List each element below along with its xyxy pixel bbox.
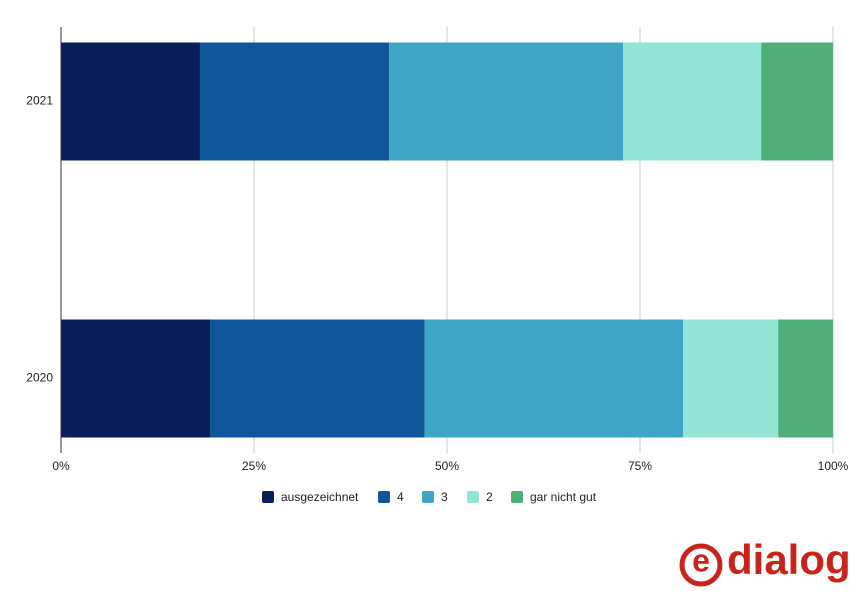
bar-segment: [761, 42, 833, 161]
legend-swatch: [511, 491, 523, 503]
x-tick-label: 75%: [628, 459, 652, 473]
bar-segment: [778, 319, 833, 438]
bar-segment: [209, 319, 425, 438]
x-tick-label: 25%: [242, 459, 266, 473]
bar-segment: [61, 42, 200, 161]
legend-swatch: [378, 491, 390, 503]
bar-segment: [199, 42, 390, 161]
y-tick-label: 2020: [26, 371, 53, 385]
logo-ring: [679, 543, 723, 587]
bar-segment: [683, 319, 779, 438]
x-tick-label: 100%: [818, 459, 849, 473]
logo-mark: e: [692, 542, 710, 578]
legend-swatch: [262, 491, 274, 503]
legend-swatch: [422, 491, 434, 503]
legend-label: ausgezeichnet: [281, 490, 359, 504]
x-tick-label: 0%: [52, 459, 70, 473]
bar-segment: [389, 42, 624, 161]
legend-label: 2: [486, 490, 493, 504]
legend-label: gar nicht gut: [530, 490, 597, 504]
x-tick-label: 50%: [435, 459, 459, 473]
legend-swatch: [467, 491, 479, 503]
legend-label: 3: [441, 490, 448, 504]
logo-text: dialog: [727, 536, 851, 583]
y-tick-label: 2021: [26, 94, 53, 108]
bar-segment: [424, 319, 684, 438]
bar-segment: [61, 319, 210, 438]
bar-segment: [623, 42, 762, 161]
legend-label: 4: [397, 490, 404, 504]
